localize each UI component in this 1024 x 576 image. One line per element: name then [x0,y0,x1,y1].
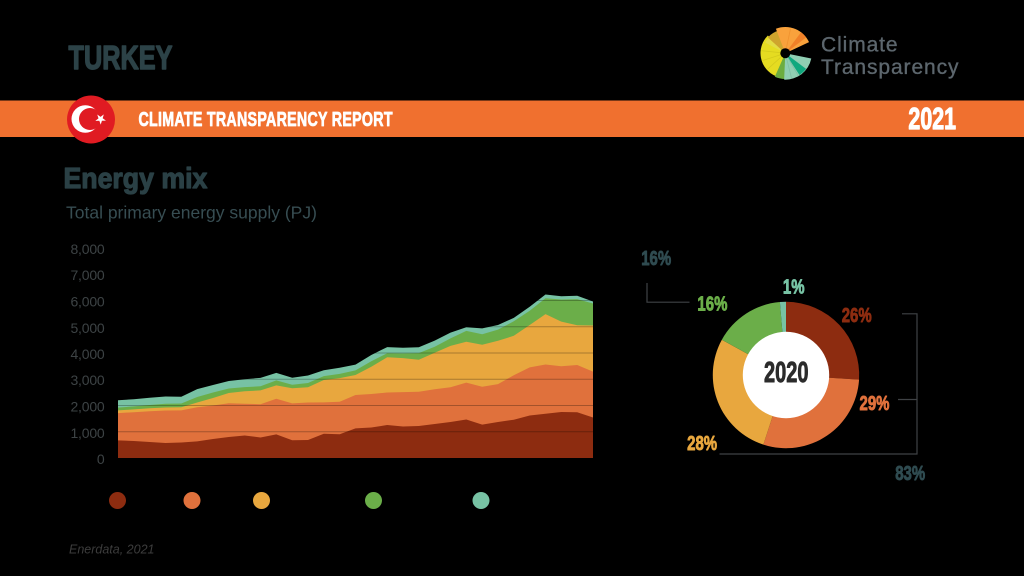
svg-text:Transparency: Transparency [821,56,959,79]
svg-text:Energy mix: Energy mix [64,162,208,194]
svg-text:16%: 16% [697,292,727,315]
svg-text:1%: 1% [783,275,805,298]
svg-text:2021: 2021 [908,101,956,136]
svg-text:2020: 2020 [764,356,809,389]
svg-text:6,000: 6,000 [70,294,104,310]
svg-text:0: 0 [97,451,105,467]
svg-text:2,000: 2,000 [70,399,104,415]
svg-text:8,000: 8,000 [70,241,104,257]
svg-text:1,000: 1,000 [70,425,104,441]
svg-text:29%: 29% [860,392,890,415]
svg-text:7,000: 7,000 [70,267,104,283]
svg-text:Enerdata, 2021: Enerdata, 2021 [69,543,155,557]
svg-text:16%: 16% [641,247,671,270]
svg-text:26%: 26% [842,304,872,327]
svg-text:5,000: 5,000 [70,320,104,336]
svg-text:28%: 28% [687,432,717,455]
svg-text:Climate: Climate [821,34,898,57]
svg-text:TURKEY: TURKEY [69,40,173,77]
svg-text:CLIMATE TRANSPARENCY REPORT: CLIMATE TRANSPARENCY REPORT [139,107,393,130]
svg-text:3,000: 3,000 [70,372,104,388]
svg-text:Total primary energy supply (P: Total primary energy supply (PJ) [66,203,317,223]
svg-text:83%: 83% [895,462,925,485]
svg-text:4,000: 4,000 [70,346,104,362]
